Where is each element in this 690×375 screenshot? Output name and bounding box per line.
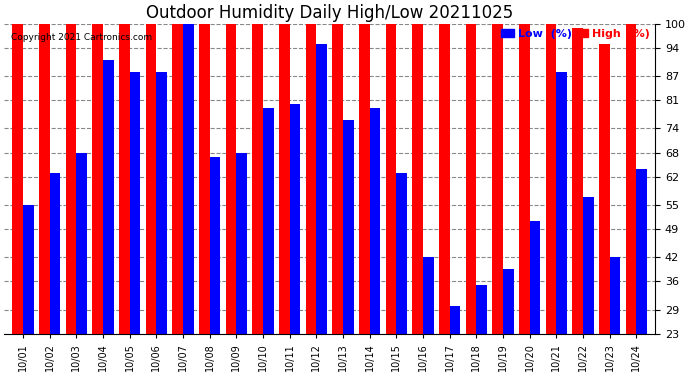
Bar	[519, 24, 530, 334]
Bar	[156, 72, 167, 334]
Bar	[413, 24, 423, 334]
Title: Outdoor Humidity Daily High/Low 20211025: Outdoor Humidity Daily High/Low 20211025	[146, 4, 513, 22]
Bar	[439, 24, 450, 334]
Bar	[610, 257, 620, 334]
Bar	[476, 285, 487, 334]
Bar	[146, 24, 156, 334]
Bar	[386, 24, 396, 334]
Bar	[279, 24, 290, 334]
Bar	[333, 24, 343, 334]
Bar	[50, 173, 60, 334]
Bar	[130, 72, 140, 334]
Bar	[359, 24, 370, 334]
Legend: Low  (%), High  (%): Low (%), High (%)	[501, 29, 649, 39]
Bar	[530, 221, 540, 334]
Bar	[23, 205, 34, 334]
Bar	[556, 72, 567, 334]
Bar	[76, 153, 87, 334]
Bar	[503, 269, 514, 334]
Bar	[290, 104, 300, 334]
Bar	[583, 197, 594, 334]
Bar	[370, 108, 380, 334]
Bar	[599, 44, 610, 334]
Bar	[253, 24, 263, 334]
Bar	[573, 28, 583, 334]
Bar	[226, 24, 236, 334]
Bar	[92, 24, 103, 334]
Bar	[306, 24, 316, 334]
Bar	[466, 24, 476, 334]
Bar	[12, 24, 23, 334]
Bar	[636, 169, 647, 334]
Bar	[263, 108, 274, 334]
Bar	[316, 44, 327, 334]
Bar	[103, 60, 114, 334]
Bar	[450, 306, 460, 334]
Bar	[493, 24, 503, 334]
Bar	[119, 24, 130, 334]
Bar	[210, 157, 220, 334]
Bar	[199, 24, 210, 334]
Bar	[236, 153, 247, 334]
Bar	[546, 24, 556, 334]
Bar	[423, 257, 434, 334]
Bar	[396, 173, 407, 334]
Text: Copyright 2021 Cartronics.com: Copyright 2021 Cartronics.com	[10, 33, 152, 42]
Bar	[39, 24, 50, 334]
Bar	[172, 24, 183, 334]
Bar	[626, 24, 636, 334]
Bar	[66, 24, 76, 334]
Bar	[183, 24, 194, 334]
Bar	[343, 120, 354, 334]
